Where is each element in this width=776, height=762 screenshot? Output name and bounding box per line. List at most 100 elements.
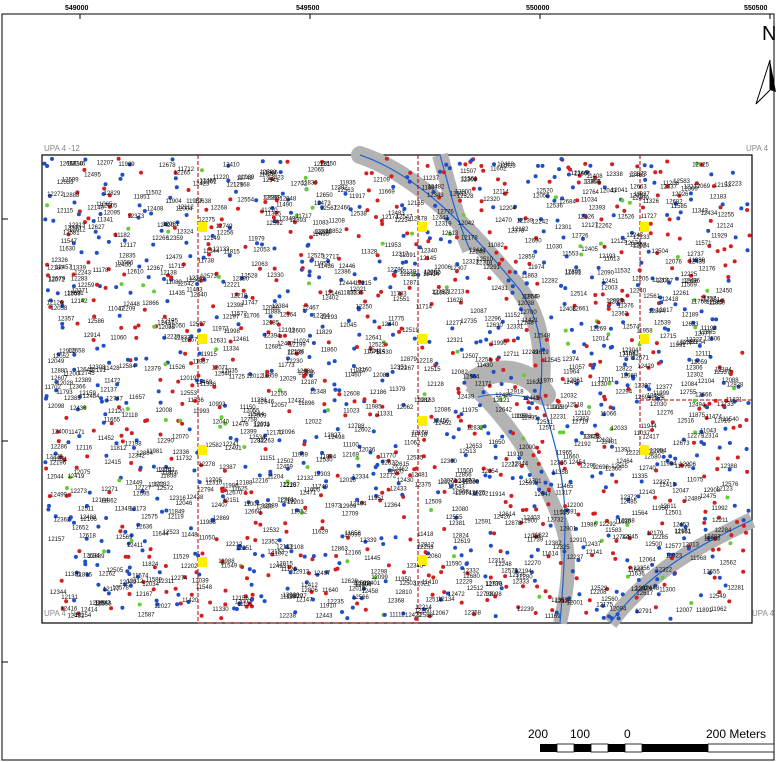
sample-point-label: 12204: [499, 206, 516, 212]
sample-point: [380, 241, 385, 246]
sample-point-label: 12427: [157, 320, 174, 326]
sample-point-label: 12489: [684, 497, 701, 503]
sample-point: [519, 464, 524, 468]
sample-point: [453, 409, 458, 414]
sample-point-label: 12159: [79, 391, 96, 397]
sample-point-label: 11328: [361, 250, 378, 256]
sample-point: [355, 456, 360, 461]
sample-point: [82, 405, 87, 410]
sample-point: [343, 191, 348, 196]
sample-point-label: 12256: [217, 230, 234, 236]
sample-point-label: 12537: [714, 370, 731, 376]
sample-point-label: 11636: [629, 571, 646, 577]
sample-point-label: 11403: [186, 288, 203, 294]
sample-point-label: 12615: [393, 462, 410, 468]
sample-point: [173, 170, 178, 175]
sample-point-label: 12350: [583, 179, 600, 185]
sample-point-label: 12321: [447, 338, 464, 344]
sample-point-label: 12214: [415, 605, 432, 611]
sample-point-label: 12017: [656, 308, 673, 314]
sample-point: [529, 570, 534, 575]
sample-point: [399, 326, 404, 331]
sample-point: [60, 325, 65, 330]
sample-point: [660, 521, 665, 526]
sample-point-label: 12523: [163, 530, 180, 536]
sample-point-label: 12844: [511, 461, 528, 467]
sample-point: [172, 225, 177, 230]
sample-point: [317, 200, 322, 205]
sample-point: [629, 338, 634, 343]
sample-point: [654, 468, 659, 473]
sample-point: [46, 273, 50, 278]
sample-point: [736, 384, 741, 389]
sample-point: [123, 582, 128, 587]
sample-point-label: 12069: [693, 184, 710, 190]
sample-point: [134, 335, 139, 340]
sample-point-label: 12179: [647, 531, 664, 537]
sample-point-label: 12372: [620, 495, 637, 501]
sample-point: [248, 372, 253, 377]
sample-point: [691, 466, 696, 471]
sample-point-label: 11678: [259, 173, 276, 179]
sample-point-label: 12689: [88, 554, 105, 560]
sample-point-label: 12175: [596, 603, 613, 609]
sample-point-label: 12640: [190, 292, 207, 298]
sample-point: [364, 171, 369, 176]
sample-point: [352, 399, 357, 404]
sample-point-label: 12396: [681, 279, 698, 285]
sample-point: [465, 275, 470, 280]
sample-point: [740, 350, 745, 355]
sample-point-label: 12421: [647, 394, 664, 400]
sample-point-label: 11530: [376, 350, 393, 356]
sample-point: [462, 380, 467, 385]
sample-point-label: 12244: [314, 230, 331, 236]
sample-point: [689, 197, 693, 202]
sample-point-label: 12162: [99, 571, 116, 577]
sample-point: [154, 598, 159, 603]
sample-point-label: 12074: [455, 491, 472, 497]
sample-point: [627, 536, 632, 541]
sample-point: [199, 378, 204, 383]
sample-point: [487, 383, 492, 388]
sample-point-label: 12417: [642, 435, 659, 441]
sample-point-label: 12600: [289, 328, 306, 334]
sample-point: [80, 298, 85, 302]
sample-point: [413, 261, 417, 266]
sample-point: [107, 360, 112, 365]
sample-point: [475, 479, 479, 484]
sample-point: [101, 420, 106, 425]
sample-point: [566, 341, 570, 346]
sample-point-label: 12673: [673, 441, 690, 447]
sample-point: [75, 190, 80, 195]
sample-point: [473, 491, 478, 496]
sample-point: [350, 605, 355, 610]
sample-point: [144, 356, 149, 361]
sample-point-label: 12379: [144, 366, 161, 372]
sample-point-label: 12336: [173, 450, 190, 456]
sample-point: [269, 368, 274, 373]
sample-point-label: 11919: [507, 452, 524, 458]
sample-point-label: 12219: [231, 294, 248, 300]
sample-point: [220, 559, 225, 564]
sample-point: [352, 595, 357, 600]
sample-point-label: 12484: [83, 394, 100, 400]
sample-point-label: 12375: [415, 483, 432, 489]
sample-point-label: 11770: [380, 454, 397, 460]
sample-point: [142, 307, 147, 312]
sample-point: [368, 412, 373, 417]
sample-point: [593, 175, 597, 180]
sample-point: [539, 217, 543, 222]
sample-point: [125, 569, 130, 574]
sample-point-label: 12041: [611, 188, 628, 194]
sample-point: [482, 424, 487, 429]
sample-point: [309, 235, 313, 240]
sample-point: [293, 567, 298, 571]
sample-point-label: 11849: [168, 509, 185, 515]
sample-point: [48, 298, 53, 303]
sample-point-label: 11979: [248, 237, 265, 243]
sample-point-label: 12289: [551, 405, 568, 411]
sample-point: [535, 281, 540, 286]
sample-point-label: 12535: [407, 455, 424, 461]
sample-point: [455, 349, 460, 354]
sample-point-label: 12254: [689, 340, 706, 346]
